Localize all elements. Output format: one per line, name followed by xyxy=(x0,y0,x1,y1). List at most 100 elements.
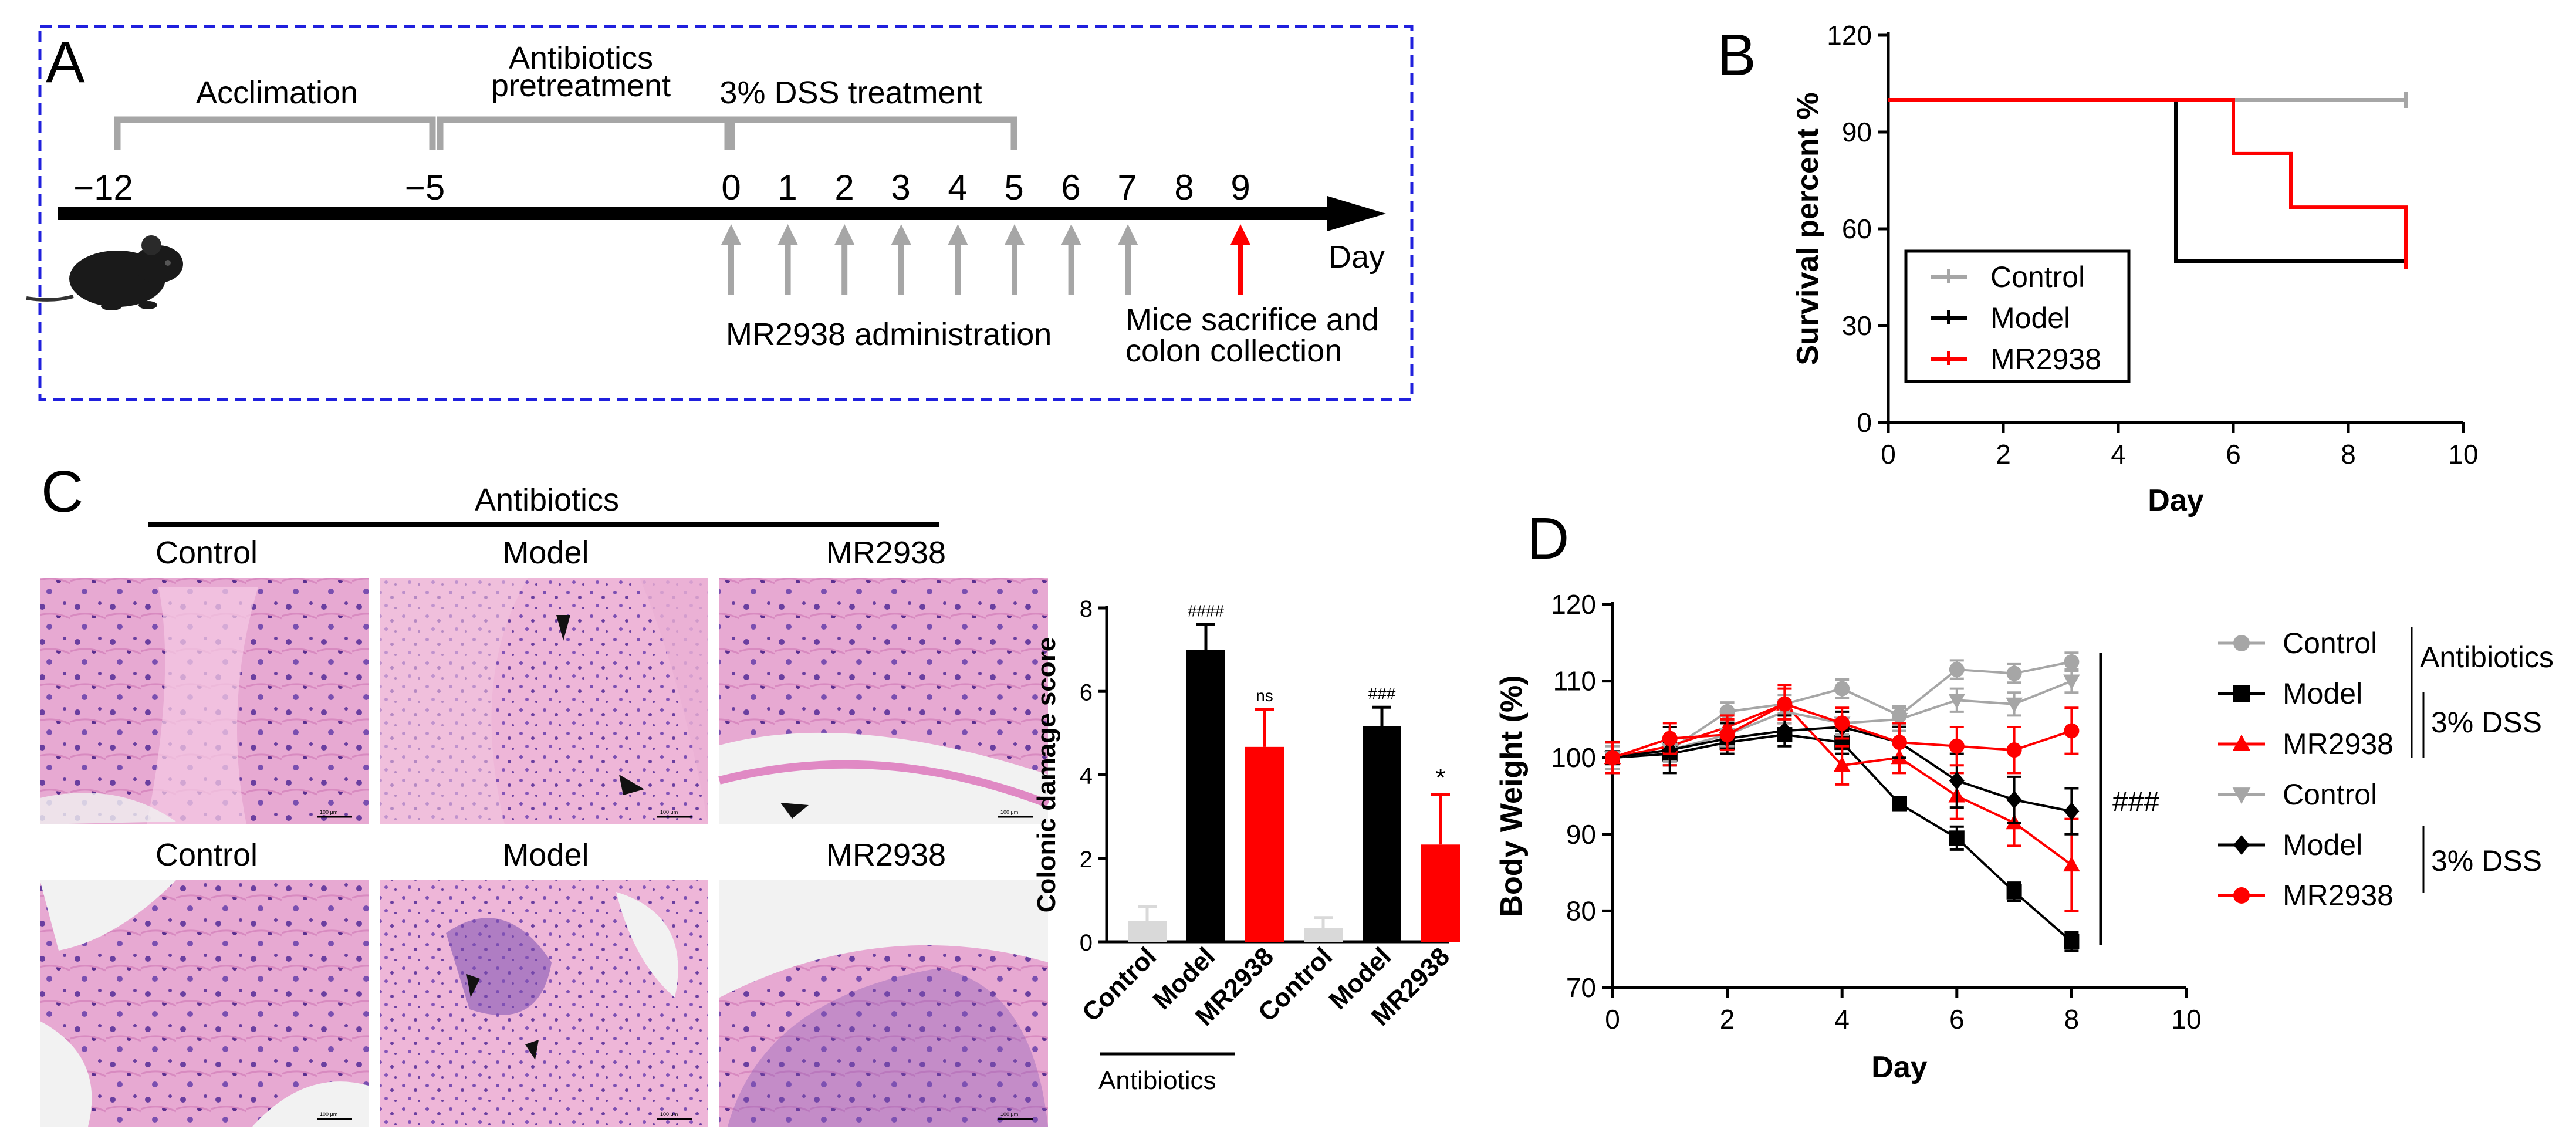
legend-group-label: 3% DSS xyxy=(2431,844,2542,877)
panel-c-label: C xyxy=(41,459,83,525)
antibiotics-header-line xyxy=(148,522,939,527)
survival-line-model xyxy=(1888,98,2406,263)
data-point xyxy=(2063,674,2080,690)
data-point xyxy=(1891,712,1908,728)
timeline-bar xyxy=(58,207,1332,220)
data-point xyxy=(1892,796,1907,812)
legend-group-label: Antibiotics xyxy=(2420,641,2554,674)
x-tick-label: 10 xyxy=(2171,1004,2201,1035)
data-point xyxy=(1949,738,1965,754)
survival-legend: Control Model MR2938 xyxy=(1904,249,2131,383)
data-point xyxy=(1948,694,1966,709)
panel-a-frame xyxy=(38,25,1414,401)
admin-arrows xyxy=(721,224,1138,295)
data-point xyxy=(1834,681,1850,697)
antibiotics-label: Antibiotics xyxy=(509,40,653,76)
legend-label: Control xyxy=(2283,778,2377,811)
legend-group-label: 3% DSS xyxy=(2431,706,2542,739)
damage-bar xyxy=(1186,650,1225,942)
legend-marker xyxy=(2233,685,2250,702)
x-tick-label: 6 xyxy=(2226,439,2241,469)
x-tick-label: 4 xyxy=(2111,439,2126,469)
weight-legend: Control Model MR2938 Control Model MR2938 Anti… xyxy=(2218,627,2554,912)
lesion-arrowhead-icon xyxy=(619,775,644,795)
y-axis-label: Survival percent % xyxy=(1791,92,1825,365)
data-point xyxy=(2006,790,2022,809)
y-tick-label: 70 xyxy=(1566,972,1596,1003)
data-point xyxy=(1834,715,1850,731)
data-point xyxy=(1949,662,1965,678)
scale-bar-label: 100 μm xyxy=(320,1111,337,1117)
data-point xyxy=(1719,727,1735,743)
legend-marker xyxy=(2232,734,2251,751)
x-tick-label: 2 xyxy=(1720,1004,1735,1035)
y-axis-label: Body Weight (%) xyxy=(1495,675,1529,917)
lesion-arrowhead-icon xyxy=(780,803,809,819)
timeline-tick: 8 xyxy=(1174,168,1194,207)
timeline-tick: 0 xyxy=(721,168,741,207)
y-tick-label: 90 xyxy=(1842,117,1872,147)
y-tick-label: 0 xyxy=(1857,407,1872,438)
sacrifice-arrow xyxy=(1230,224,1250,295)
y-tick-label: 80 xyxy=(1566,895,1596,926)
pretreatment-label: pretreatment xyxy=(491,68,671,103)
weight-series-dss-mr2938 xyxy=(1605,687,2080,775)
acclimation-bracket xyxy=(114,116,436,150)
legend-marker xyxy=(2233,887,2250,904)
x-tick-label: 8 xyxy=(2341,439,2356,469)
damage-bar xyxy=(1128,921,1167,942)
legend-label: MR2938 xyxy=(1990,343,2101,376)
admin-arrow xyxy=(1005,224,1025,295)
data-point xyxy=(1833,756,1851,772)
x-tick-label: 8 xyxy=(2064,1004,2080,1035)
data-point xyxy=(1605,750,1620,766)
timeline-tick: −12 xyxy=(73,168,133,207)
timeline-arrowhead xyxy=(1327,196,1386,231)
histology-image xyxy=(380,880,708,1127)
data-point xyxy=(2006,742,2022,758)
data-point xyxy=(1892,735,1907,751)
damage-bar xyxy=(1421,844,1460,942)
panel-b: B 0 30 60 90 120 0 2 4 6 8 10 Day Survival percent %… xyxy=(1717,20,2479,518)
y-tick-label: 0 xyxy=(1080,930,1093,956)
histology-image xyxy=(40,880,369,1127)
dss-bracket xyxy=(728,116,1017,150)
admin-arrow xyxy=(891,224,911,295)
data-point xyxy=(1777,721,1793,741)
significance-label: ns xyxy=(1256,687,1273,705)
damage-bar xyxy=(1363,726,1401,942)
histology-image xyxy=(719,880,1048,1127)
data-point xyxy=(1949,830,1965,846)
y-tick-label: 90 xyxy=(1566,819,1596,850)
significance-label: #### xyxy=(1188,601,1225,620)
y-tick-label: 6 xyxy=(1080,680,1093,705)
histology-image xyxy=(718,578,1050,824)
scale-bar-label: 100 μm xyxy=(1000,809,1018,815)
panel-c: C Antibiotics Control Model MR2938 Contr… xyxy=(40,459,1460,1127)
legend-marker xyxy=(2233,835,2250,855)
y-tick-label: 30 xyxy=(1842,310,1872,341)
x-tick-label: 10 xyxy=(2448,439,2478,469)
data-point xyxy=(2064,802,2080,821)
lesion-arrowhead-icon xyxy=(556,615,570,641)
image-label-model-top: Model xyxy=(502,535,589,570)
pretreatment-bracket xyxy=(437,116,731,150)
y-tick-label: 100 xyxy=(1551,742,1596,773)
scale-bar-label: 100 μm xyxy=(660,809,678,815)
histology-image xyxy=(40,578,369,824)
image-label-mr2938-top: MR2938 xyxy=(826,535,946,570)
timeline-tick: 4 xyxy=(948,168,967,207)
y-tick-label: 4 xyxy=(1080,763,1093,789)
group-label: Antibiotics xyxy=(1098,1066,1216,1095)
y-tick-label: 120 xyxy=(1551,589,1596,620)
y-tick-label: 2 xyxy=(1080,847,1093,873)
data-point xyxy=(2064,723,2080,739)
damage-bar xyxy=(1304,928,1343,942)
weight-chart: 70 80 90 100 110 120 0 2 4 6 8 10 Day Body Weight (%)… xyxy=(1495,589,2554,1084)
panel-d-label: D xyxy=(1527,506,1569,572)
significance-label: * xyxy=(1435,763,1445,792)
timeline-tick: 2 xyxy=(834,168,854,207)
acclimation-label: Acclimation xyxy=(196,75,358,110)
x-tick-label: 0 xyxy=(1605,1004,1620,1035)
